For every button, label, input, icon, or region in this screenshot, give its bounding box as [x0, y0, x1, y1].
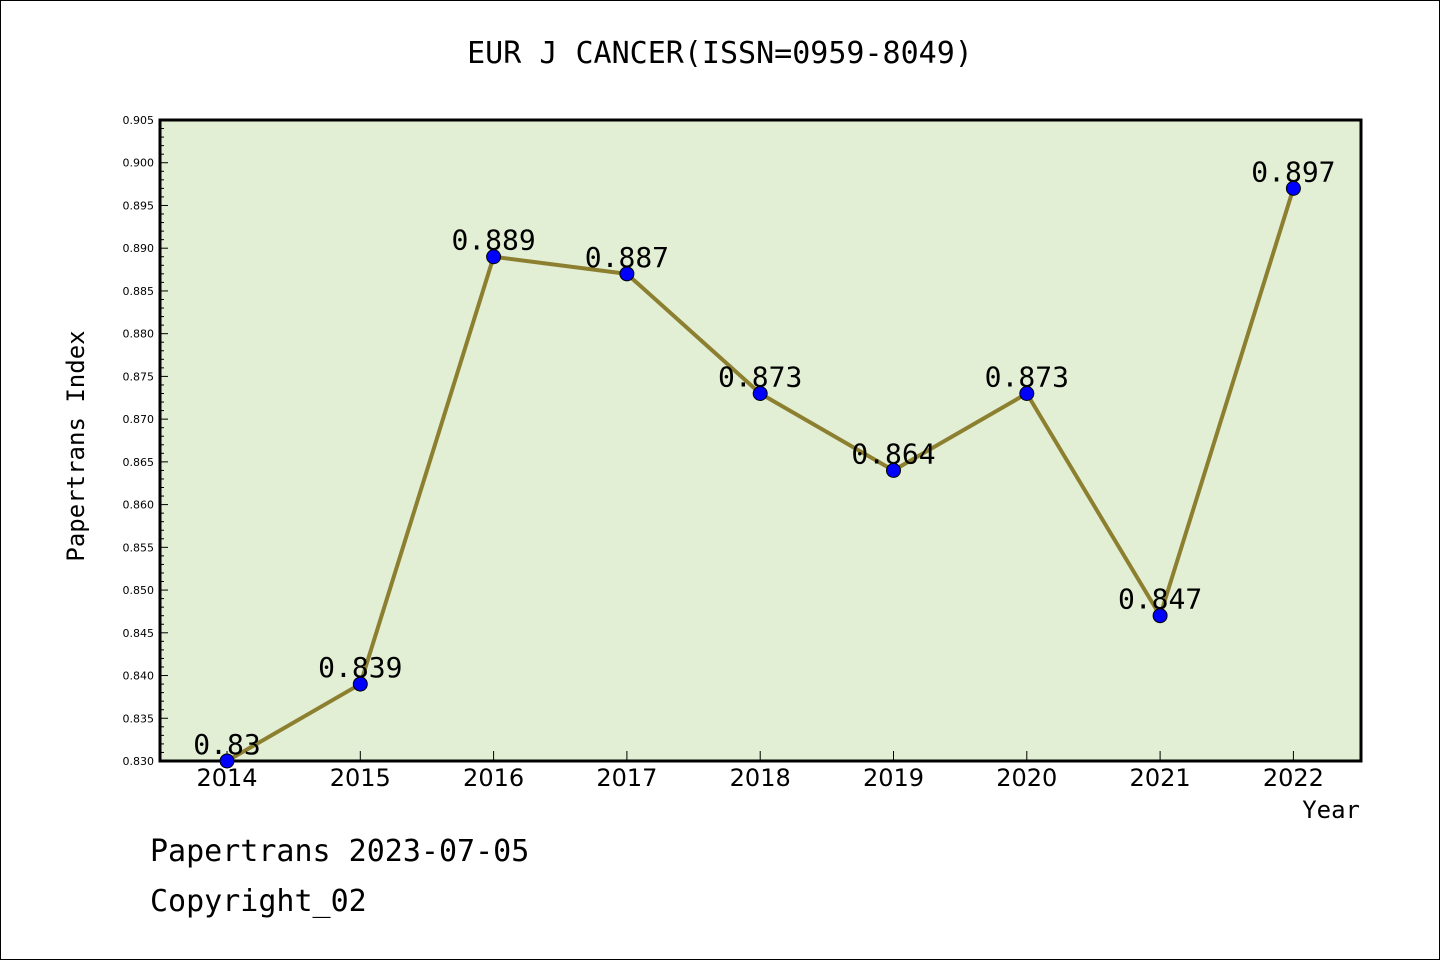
data-label: 0.839 — [318, 651, 402, 684]
data-points — [219, 180, 1301, 769]
data-label: 0.897 — [1251, 155, 1335, 188]
y-tick-label: 0.865 — [123, 456, 155, 469]
data-point — [1285, 180, 1301, 196]
data-point — [886, 462, 901, 478]
y-tick-label: 0.855 — [123, 541, 155, 554]
x-tick-label: 2018 — [730, 764, 791, 792]
y-tick-label: 0.890 — [123, 242, 155, 255]
x-tick-label: 2020 — [996, 764, 1057, 792]
data-label: 0.83 — [193, 728, 260, 761]
y-tick-label: 0.845 — [123, 627, 155, 640]
y-tick-label: 0.870 — [123, 413, 155, 426]
data-point — [486, 249, 502, 265]
y-tick-label: 0.895 — [123, 199, 155, 212]
y-tick-label: 0.885 — [123, 285, 155, 298]
y-tick-label: 0.875 — [123, 370, 155, 383]
x-tick-label: 2021 — [1130, 764, 1191, 792]
data-label: 0.873 — [985, 360, 1069, 393]
data-point — [219, 753, 235, 769]
data-point — [619, 266, 635, 282]
y-tick-label: 0.850 — [123, 584, 155, 597]
x-tick-label: 2022 — [1263, 764, 1324, 792]
y-ticks: 0.830 0.835 0.840 0.845 0.850 0.855 0.860 0.865… — [123, 114, 168, 768]
x-tick-label: 2017 — [596, 764, 657, 792]
y-tick-label: 0.835 — [123, 712, 155, 725]
y-tick-label: 0.905 — [123, 114, 155, 127]
y-tick-label: 0.900 — [123, 157, 155, 170]
data-label: 0.889 — [451, 224, 535, 257]
data-point — [1019, 385, 1035, 401]
plot-area — [158, 118, 1363, 763]
y-tick-label: 0.840 — [123, 670, 155, 683]
data-point — [352, 676, 368, 692]
data-label: 0.847 — [1118, 583, 1202, 616]
x-ticks: 2014 2015 2016 2017 2018 2019 2020 2021 2022 — [196, 751, 1324, 792]
data-label: 0.887 — [585, 241, 669, 274]
footer-date: Papertrans 2023-07-05 — [150, 834, 530, 869]
x-tick-label: 2014 — [196, 764, 257, 792]
x-tick-label: 2019 — [863, 764, 924, 792]
x-tick-label: 2016 — [463, 764, 524, 792]
x-tick-label: 2015 — [330, 764, 391, 792]
y-tick-label: 0.830 — [123, 755, 155, 768]
data-point — [752, 385, 768, 401]
y-tick-label: 0.860 — [123, 499, 155, 512]
data-point — [1152, 608, 1168, 624]
y-tick-label: 0.880 — [123, 328, 155, 341]
data-label: 0.864 — [851, 437, 935, 470]
footer-copyright: Copyright_02 — [150, 884, 367, 919]
x-axis-label: Year — [1302, 796, 1360, 824]
data-labels: 0.83 0.839 0.889 0.887 0.873 0.864 0.873 0.847 0… — [193, 155, 1335, 761]
chart-title: EUR J CANCER(ISSN=0959-8049) — [467, 36, 973, 71]
data-label: 0.873 — [718, 360, 802, 393]
